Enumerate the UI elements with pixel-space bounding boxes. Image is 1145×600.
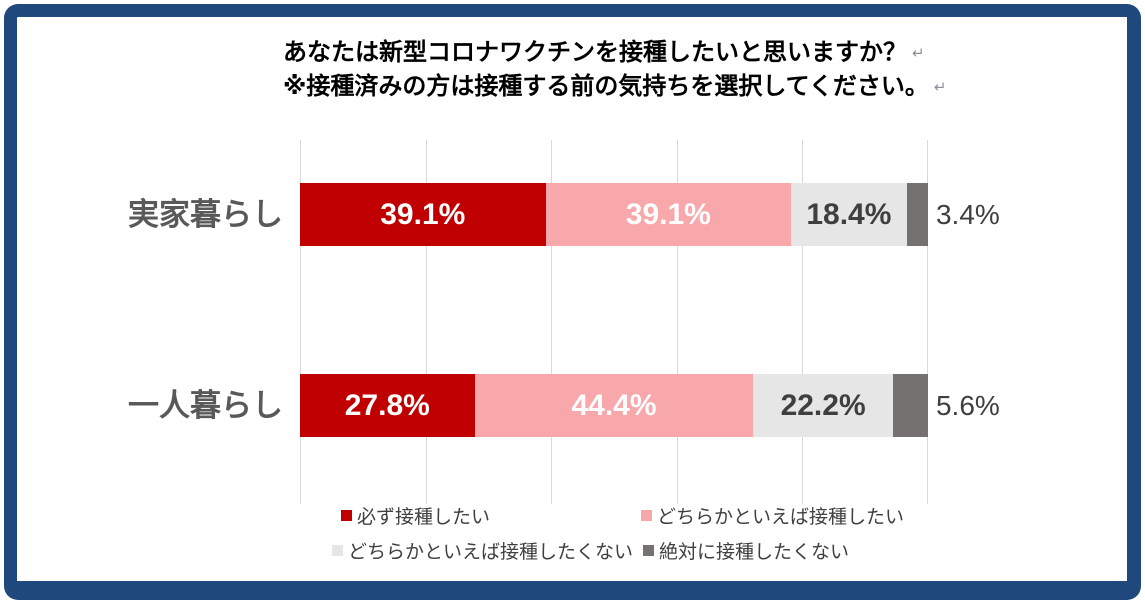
value-label: 44.4% xyxy=(571,388,657,422)
bar-segment: 22.2% xyxy=(753,374,893,437)
plot-area: 39.1% 39.1% 18.4% 3.4% 27.8% 44.4% 22.2% 5.6% xyxy=(300,140,1000,504)
bar-segment: 39.1% xyxy=(300,183,546,246)
legend-item-3: 絶対に接種したくない xyxy=(643,537,849,564)
legend-label: 絶対に接種したくない xyxy=(659,542,850,563)
category-label-1: 一人暮らし xyxy=(128,388,283,423)
legend-swatch-icon xyxy=(341,510,352,521)
legend-label: 必ず接種したい xyxy=(357,507,491,528)
legend-swatch-icon xyxy=(641,510,652,521)
chart-subtitle-text: ※接種済みの方は接種する前の気持ちを選択してください。 xyxy=(283,73,929,100)
legend-label: どちらかといえば接種したくない xyxy=(348,542,634,563)
paragraph-return-icon: ↵ xyxy=(933,79,947,96)
legend-swatch-icon xyxy=(332,545,343,556)
value-label: 18.4% xyxy=(806,197,892,231)
bar-segment: 39.1% xyxy=(545,183,792,246)
legend-item-1: どちらかといえば接種したい xyxy=(641,502,904,529)
legend-item-0: 必ず接種したい xyxy=(341,502,490,529)
gridline xyxy=(676,140,678,504)
chart-title-block: あなたは新型コロナワクチンを接種したいと思いますか？ ↵ ※接種済みの方は接種する… xyxy=(283,36,946,104)
bar-segment: 5.6% xyxy=(892,374,1000,437)
bar-row-0: 39.1% 39.1% 18.4% 3.4% xyxy=(300,183,1000,246)
chart-subtitle: ※接種済みの方は接種する前の気持ちを選択してください。 ↵ xyxy=(283,70,946,104)
paragraph-return-icon: ↵ xyxy=(912,45,925,62)
value-label: 22.2% xyxy=(780,388,866,422)
legend-item-2: どちらかといえば接種したくない xyxy=(332,537,633,564)
bar-row-1: 27.8% 44.4% 22.2% 5.6% xyxy=(300,374,1000,437)
value-label: 39.1% xyxy=(625,197,711,231)
chart-title: あなたは新型コロナワクチンを接種したいと思いますか？ ↵ xyxy=(283,36,946,70)
value-label: 5.6% xyxy=(935,389,1000,421)
bar-segment: 3.4% xyxy=(906,183,1000,246)
value-label: 39.1% xyxy=(380,197,466,231)
gridline xyxy=(927,140,928,504)
bar-segment: 44.4% xyxy=(474,374,754,437)
chart-title-text: あなたは新型コロナワクチンを接種したいと思いますか？ xyxy=(283,39,907,66)
legend-label: どちらかといえば接種したい xyxy=(657,507,905,528)
value-label: 27.8% xyxy=(344,388,430,422)
bar-segment: 18.4% xyxy=(791,183,907,246)
gridline xyxy=(551,140,553,504)
gridline xyxy=(425,140,427,504)
gridline xyxy=(802,140,804,504)
gridline xyxy=(300,140,301,504)
bar-segment: 27.8% xyxy=(300,374,475,437)
category-label-0: 実家暮らし xyxy=(128,197,283,232)
legend-swatch-icon xyxy=(643,545,654,556)
value-label: 3.4% xyxy=(935,198,1000,230)
